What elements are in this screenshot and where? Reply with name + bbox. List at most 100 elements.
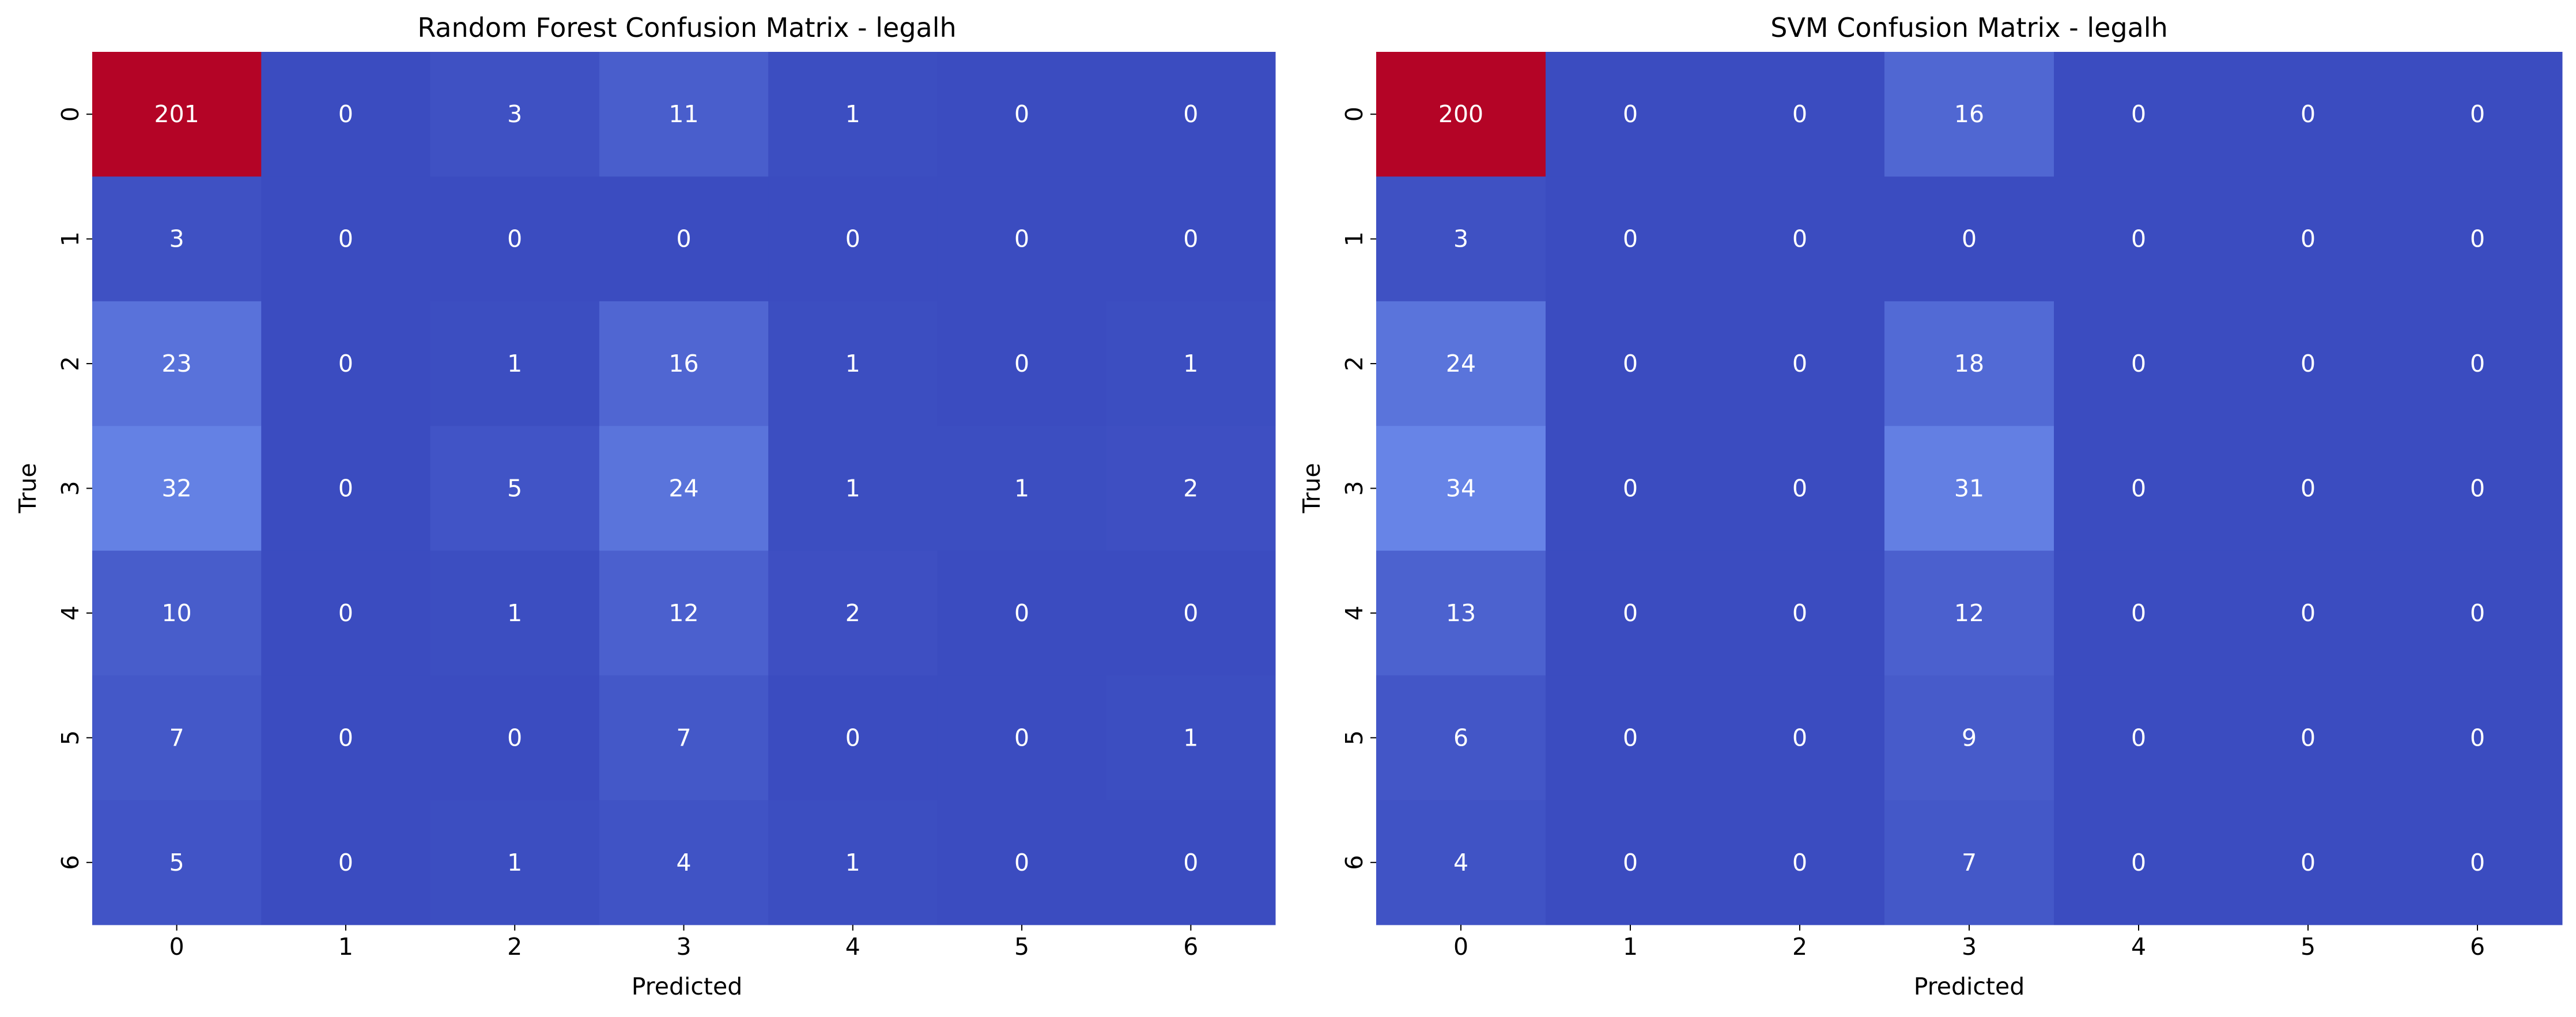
heatmap-cell <box>430 176 600 302</box>
cell-value-label: 0 <box>1623 475 1638 502</box>
cell-value-label: 23 <box>162 350 192 377</box>
cell-value-label: 0 <box>507 225 522 253</box>
heatmap-cell <box>1546 550 1716 676</box>
cell-value-label: 0 <box>338 849 353 876</box>
heatmap-cell <box>92 176 262 302</box>
heatmap-cell <box>1884 301 2054 426</box>
cell-value-label: 3 <box>507 100 522 128</box>
heatmap-cell <box>599 301 769 426</box>
y-tick-label: 3 <box>56 481 84 496</box>
heatmap-cell <box>2393 301 2563 426</box>
cell-value-label: 0 <box>2301 724 2316 751</box>
cell-value-label: 0 <box>2470 350 2485 377</box>
heatmap-cell <box>937 301 1107 426</box>
cell-value-label: 0 <box>1623 849 1638 876</box>
x-tick-label: 0 <box>169 933 184 961</box>
heatmap-cell <box>1884 550 2054 676</box>
heatmap-cell <box>261 426 431 551</box>
cell-value-label: 24 <box>668 475 698 502</box>
cell-value-label: 0 <box>2131 849 2146 876</box>
heatmap-cell <box>1106 550 1276 676</box>
heatmap-cell <box>1884 426 2054 551</box>
heatmap-cell <box>2393 550 2563 676</box>
heatmap-cell <box>1884 52 2054 177</box>
y-tick-label: 3 <box>1340 481 1368 496</box>
heatmap-cell <box>2223 176 2393 302</box>
heatmap-cell <box>2223 301 2393 426</box>
heatmap-cell <box>599 52 769 177</box>
cell-value-label: 0 <box>2301 599 2316 627</box>
cell-value-label: 1 <box>1014 475 1029 502</box>
cell-value-label: 12 <box>1954 599 1984 627</box>
heatmap-cell <box>2054 426 2224 551</box>
heatmap-cell <box>2393 176 2563 302</box>
heatmap-cell <box>92 426 262 551</box>
cell-value-label: 1 <box>507 849 522 876</box>
x-tick-label: 0 <box>1453 933 1468 961</box>
heatmap-cell <box>92 301 262 426</box>
heatmap-cell <box>1546 426 1716 551</box>
heatmap-cell <box>599 176 769 302</box>
y-tick-label: 5 <box>1340 730 1368 745</box>
heatmap-cell <box>1106 176 1276 302</box>
cell-value-label: 0 <box>2301 225 2316 253</box>
cell-value-label: 24 <box>1446 350 1476 377</box>
x-axis-label: Predicted <box>632 973 742 1000</box>
cell-value-label: 0 <box>338 475 353 502</box>
cell-value-label: 3 <box>169 225 184 253</box>
cell-value-label: 7 <box>676 724 691 751</box>
cell-value-label: 0 <box>1623 100 1638 128</box>
cell-value-label: 0 <box>338 724 353 751</box>
cell-value-label: 4 <box>676 849 691 876</box>
cell-value-label: 0 <box>2301 100 2316 128</box>
cell-value-label: 16 <box>1954 100 1984 128</box>
cell-value-label: 7 <box>1962 849 1977 876</box>
heatmap-cell <box>2054 550 2224 676</box>
heatmap-cell <box>1376 426 1546 551</box>
heatmap-cell <box>2054 52 2224 177</box>
cell-value-label: 9 <box>1962 724 1977 751</box>
heatmap-cell <box>1106 52 1276 177</box>
cell-value-label: 0 <box>1014 225 1029 253</box>
heatmap-cell <box>1884 176 2054 302</box>
cell-value-label: 0 <box>1014 849 1029 876</box>
x-tick-labels: 0 1 2 3 4 5 6 <box>169 925 1198 961</box>
heatmap-cell <box>1715 52 1885 177</box>
heatmap-cell <box>1715 550 1885 676</box>
y-tick-labels: 0 1 2 3 4 5 6 <box>56 107 92 870</box>
heatmap-cell <box>1546 176 1716 302</box>
cell-value-label: 32 <box>162 475 192 502</box>
cell-value-label: 7 <box>169 724 184 751</box>
cell-value-label: 0 <box>338 100 353 128</box>
heatmap-cell <box>1546 301 1716 426</box>
y-tick-label: 2 <box>1340 356 1368 371</box>
y-axis-label: True <box>1298 463 1325 513</box>
heatmap-cell <box>768 301 938 426</box>
cell-value-label: 0 <box>2131 599 2146 627</box>
cell-value-label: 1 <box>1183 724 1198 751</box>
heatmap-cell <box>1106 426 1276 551</box>
cell-value-label: 0 <box>1792 724 1807 751</box>
cell-value-label: 12 <box>668 599 698 627</box>
heatmap-cell <box>261 52 431 177</box>
cell-value-label: 3 <box>1453 225 1468 253</box>
heatmap-cell <box>768 550 938 676</box>
heatmap-cell <box>1546 675 1716 801</box>
heatmap-cell <box>599 426 769 551</box>
cell-value-label: 2 <box>845 599 860 627</box>
heatmap-cell <box>2393 800 2563 925</box>
heatmap-cell <box>937 176 1107 302</box>
heatmap-panel-svm: SVM Confusion Matrix - legalh 2 0 0 0 0 16 0 0 0… <box>1298 12 2563 1000</box>
heatmap-cell <box>2054 301 2224 426</box>
heatmap-cell <box>1376 52 1546 177</box>
x-tick-label: 2 <box>1792 933 1807 961</box>
cell-value-label: 6 <box>1453 724 1468 751</box>
x-tick-label: 1 <box>338 933 353 961</box>
chart-title: SVM Confusion Matrix - legalh <box>1770 12 2167 43</box>
cell-value-label: 0 <box>2131 100 2146 128</box>
y-tick-label: 6 <box>56 855 84 870</box>
y-tick-label: 0 <box>56 107 84 122</box>
cell-value-label: 10 <box>162 599 192 627</box>
x-tick-label: 3 <box>1962 933 1977 961</box>
cell-value-label: 0 <box>1183 599 1198 627</box>
